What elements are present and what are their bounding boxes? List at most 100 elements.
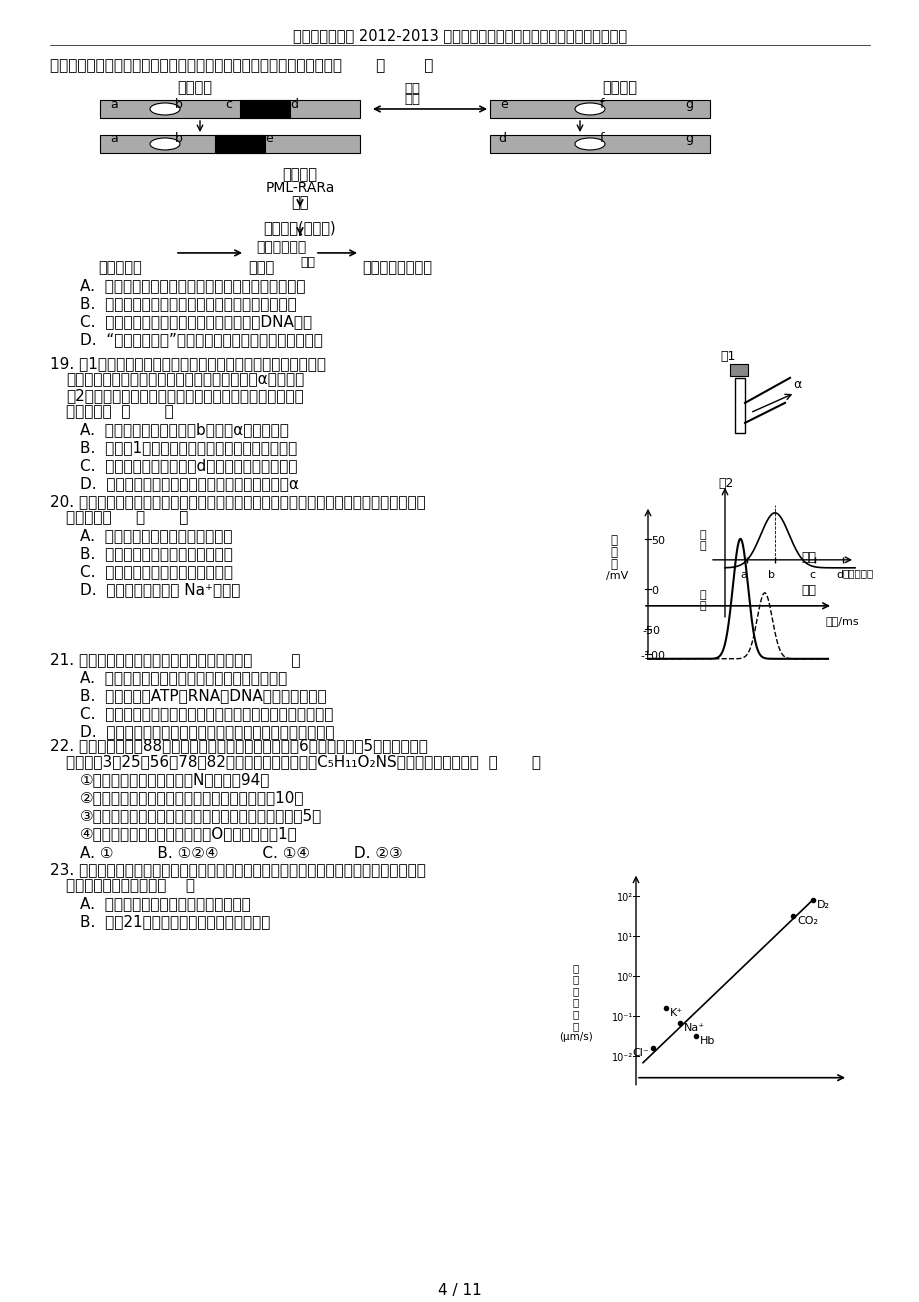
Text: D.  琼脂块中生长素浓度不同，但可能形成相同的α: D. 琼脂块中生长素浓度不同，但可能形成相同的α xyxy=(80,475,299,491)
Text: D.  该神经突触处于低 Na⁺溶液中: D. 该神经突触处于低 Na⁺溶液中 xyxy=(80,582,240,596)
Text: 生长素浓度: 生长素浓度 xyxy=(842,568,873,578)
Text: 易位: 易位 xyxy=(403,92,420,105)
Text: B.  只用图1实验即可证明生长素有促进生长的作用: B. 只用图1实验即可证明生长素有促进生长的作用 xyxy=(80,440,297,454)
Text: b: b xyxy=(175,98,183,111)
Text: b: b xyxy=(767,570,775,579)
Text: 10⁻²: 10⁻² xyxy=(611,1053,632,1062)
Text: C.  琼脂块中生长素浓度为d时，胚芽鞘向左侧弯曲: C. 琼脂块中生长素浓度为d时，胚芽鞘向左侧弯曲 xyxy=(80,458,297,473)
Text: -100: -100 xyxy=(640,651,664,661)
Text: 22. 已知某条肽链由88个氨基酸缩合而成，其中共有氨基6个，甲硫氨酸5个且在肽链中: 22. 已知某条肽链由88个氨基酸缩合而成，其中共有氨基6个，甲硫氨酸5个且在肽… xyxy=(50,738,427,753)
Text: 融合蛋白(癌蛋白): 融合蛋白(癌蛋白) xyxy=(264,220,336,234)
Bar xyxy=(490,100,709,118)
Text: ③若去掉该多肽中的甲硫氨酸，氨基和羧基均分别增加5个: ③若去掉该多肽中的甲硫氨酸，氨基和羧基均分别增加5个 xyxy=(80,807,322,823)
Text: 时间/ms: 时间/ms xyxy=(825,616,858,626)
Text: 异常: 异常 xyxy=(800,583,815,596)
Text: d: d xyxy=(497,132,505,145)
Text: D.  “诱导分化疗法”将有效减少病人骨髓中积累的癌细胞: D. “诱导分化疗法”将有效减少病人骨髓中积累的癌细胞 xyxy=(80,332,323,346)
Text: 位: 位 xyxy=(609,557,617,570)
Text: 10¹: 10¹ xyxy=(617,932,632,943)
Text: ④若去掉该多肽中的甲硫氨酸，O原子数目减少1个: ④若去掉该多肽中的甲硫氨酸，O原子数目减少1个 xyxy=(80,825,298,841)
Text: Cl⁻: Cl⁻ xyxy=(631,1048,648,1057)
Text: 染色体乙: 染色体乙 xyxy=(602,79,637,95)
Text: 10⁰: 10⁰ xyxy=(617,973,632,983)
Text: 述正确的是  （       ）: 述正确的是 （ ） xyxy=(66,404,174,419)
Text: A.  琼脂块中生长素浓度为b点时，α具有最大值: A. 琼脂块中生长素浓度为b点时，α具有最大值 xyxy=(80,422,289,437)
Text: ①合成该多肽的氨基酸共有N原子数目94个: ①合成该多肽的氨基酸共有N原子数目94个 xyxy=(80,772,270,786)
Text: B.  腺苷是构成ATP、RNA和DNA的基本成分单位: B. 腺苷是构成ATP、RNA和DNA的基本成分单位 xyxy=(80,687,326,703)
Text: 10⁻¹: 10⁻¹ xyxy=(611,1013,632,1022)
Text: 促
进: 促 进 xyxy=(699,530,706,552)
Bar xyxy=(100,135,359,152)
Bar xyxy=(100,100,359,118)
Text: e: e xyxy=(265,132,272,145)
Ellipse shape xyxy=(574,103,605,115)
Text: 21. 下列关于生物大分子的叙述中，正确的是（        ）: 21. 下列关于生物大分子的叙述中，正确的是（ ） xyxy=(50,652,301,667)
Text: 19. 图1是将含有生长素的琼脂块放在切去尖端的胚芽鞘一侧，一: 19. 图1是将含有生长素的琼脂块放在切去尖端的胚芽鞘一侧，一 xyxy=(50,355,325,371)
Text: 抑制正常分化: 抑制正常分化 xyxy=(255,240,306,254)
Text: 图2: 图2 xyxy=(717,477,732,490)
Text: a: a xyxy=(110,98,118,111)
Text: 编码: 编码 xyxy=(291,195,309,210)
Bar xyxy=(490,135,709,152)
Text: -50: -50 xyxy=(641,626,659,635)
Text: g: g xyxy=(685,98,692,111)
Text: 20. 右图是离体实验条件下神经突触后膜的膜电位变化示意图，下列各项中，不会引发异常: 20. 右图是离体实验条件下神经突触后膜的膜电位变化示意图，下列各项中，不会引发… xyxy=(50,493,425,509)
Text: d: d xyxy=(835,570,843,579)
Ellipse shape xyxy=(150,103,180,115)
Text: /mV: /mV xyxy=(606,570,628,581)
Text: 导致: 导致 xyxy=(300,256,314,270)
Bar xyxy=(240,100,289,118)
Text: a: a xyxy=(110,132,118,145)
Text: 膜: 膜 xyxy=(609,534,617,547)
Text: e: e xyxy=(499,98,507,111)
Text: 相互: 相互 xyxy=(403,82,420,95)
Text: 膜电位的是     （       ）: 膜电位的是 （ ） xyxy=(66,510,188,525)
Text: 浙江省杭州高中 2012-2013 学年高二生物下学期期中试题（无答案）浙科版: 浙江省杭州高中 2012-2013 学年高二生物下学期期中试题（无答案）浙科版 xyxy=(292,27,627,43)
Text: 可以进行以下哪项实验（    ）: 可以进行以下哪项实验（ ） xyxy=(66,878,195,893)
Text: C.  细胞核中的核酸只含脱氧核糖，细胞质中的核酸只含核糖: C. 细胞核中的核酸只含脱氧核糖，细胞质中的核酸只含核糖 xyxy=(80,706,333,721)
Text: K⁺: K⁺ xyxy=(669,1008,683,1018)
Text: 电: 电 xyxy=(609,546,617,559)
Text: 融合基因: 融合基因 xyxy=(282,167,317,182)
Text: B.  诊断21三体综合征和镰刀型细胞贫血症: B. 诊断21三体综合征和镰刀型细胞贫血症 xyxy=(80,914,270,928)
Text: c: c xyxy=(220,132,227,145)
Text: A. ①         B. ①②④         C. ①④         D. ②③: A. ① B. ①②④ C. ①④ D. ②③ xyxy=(80,846,403,861)
Ellipse shape xyxy=(150,138,180,150)
Text: D₂: D₂ xyxy=(816,900,829,910)
Text: 抑
制: 抑 制 xyxy=(699,590,706,612)
Text: PML-RARa: PML-RARa xyxy=(265,181,335,195)
Text: 生
物
膜
通
透
性
(μm/s): 生 物 膜 通 透 性 (μm/s) xyxy=(559,962,592,1043)
Text: C.  维甲酸和三氧化二砷均改变了癌细胞的DNA结构: C. 维甲酸和三氧化二砷均改变了癌细胞的DNA结构 xyxy=(80,314,312,329)
Text: d: d xyxy=(289,98,298,111)
Bar xyxy=(729,363,747,376)
Text: 图2是生长素浓度对胚芽鞘生长的作用示意图。下列相关叙: 图2是生长素浓度对胚芽鞘生长的作用示意图。下列相关叙 xyxy=(66,388,303,402)
Text: Hb: Hb xyxy=(699,1035,715,1046)
Text: 23. 人的红细胞成熟后细胞结构中的细胞核、细胞器会消失，以人的成熟红细胞为实验材料: 23. 人的红细胞成熟后细胞结构中的细胞核、细胞器会消失，以人的成熟红细胞为实验… xyxy=(50,862,425,876)
Text: 的位置为3、25、56、78、82，甲硫氨酸的分子式为C₅H₁₁O₂NS，以下叙述错误的是  （       ）: 的位置为3、25、56、78、82，甲硫氨酸的分子式为C₅H₁₁O₂NS，以下叙… xyxy=(66,754,540,768)
Text: 正常: 正常 xyxy=(800,551,815,564)
Text: C.  部分受体与乙酰胆碱的结合受阻: C. 部分受体与乙酰胆碱的结合受阻 xyxy=(80,564,233,579)
Text: A.  探究动物细胞吸水和失水的外界条件: A. 探究动物细胞吸水和失水的外界条件 xyxy=(80,896,251,910)
Text: 急性早幼粒白血病: 急性早幼粒白血病 xyxy=(361,260,432,275)
Text: A.  突触前膜的乙酰胆碱释放量减少: A. 突触前膜的乙酰胆碱释放量减少 xyxy=(80,527,233,543)
Text: 癌细胞: 癌细胞 xyxy=(248,260,274,275)
Text: D.  细胞中不同种类的蛋白质，其氨基酸种类和数量可能相同: D. 细胞中不同种类的蛋白质，其氨基酸种类和数量可能相同 xyxy=(80,724,335,738)
Text: 图1: 图1 xyxy=(720,350,734,363)
Text: ②若去掉该多肽中的甲硫氨酸，肽键数目会减少10个: ②若去掉该多肽中的甲硫氨酸，肽键数目会减少10个 xyxy=(80,790,304,805)
Text: b: b xyxy=(175,132,183,145)
Text: 段时间后，测定胚芽鞘弯曲的情况（弯曲角度用α表示）；: 段时间后，测定胚芽鞘弯曲的情况（弯曲角度用α表示）； xyxy=(66,372,304,387)
Text: a: a xyxy=(740,570,746,579)
Text: B.  这种白血病与早幼粒细胞产生新的遗传物质有关: B. 这种白血病与早幼粒细胞产生新的遗传物质有关 xyxy=(80,296,297,311)
Text: CO₂: CO₂ xyxy=(796,915,817,926)
Text: 50: 50 xyxy=(651,536,664,546)
Text: A.  这种白血病是早幼粒细胞发生了染色体变异引起的: A. 这种白血病是早幼粒细胞发生了染色体变异引起的 xyxy=(80,277,305,293)
Ellipse shape xyxy=(574,138,605,150)
Text: g: g xyxy=(685,132,692,145)
Text: f: f xyxy=(599,98,604,111)
Text: α: α xyxy=(792,378,800,391)
Text: 早幼粒细胞: 早幼粒细胞 xyxy=(98,260,142,275)
Text: c: c xyxy=(225,98,232,111)
Bar xyxy=(215,135,265,152)
Text: 4 / 11: 4 / 11 xyxy=(437,1282,482,1298)
Text: 降解，使癌细胞发生部分分化并最终进入凋亡。下列有关分析不正确的是       （        ）: 降解，使癌细胞发生部分分化并最终进入凋亡。下列有关分析不正确的是 （ ） xyxy=(50,59,433,73)
